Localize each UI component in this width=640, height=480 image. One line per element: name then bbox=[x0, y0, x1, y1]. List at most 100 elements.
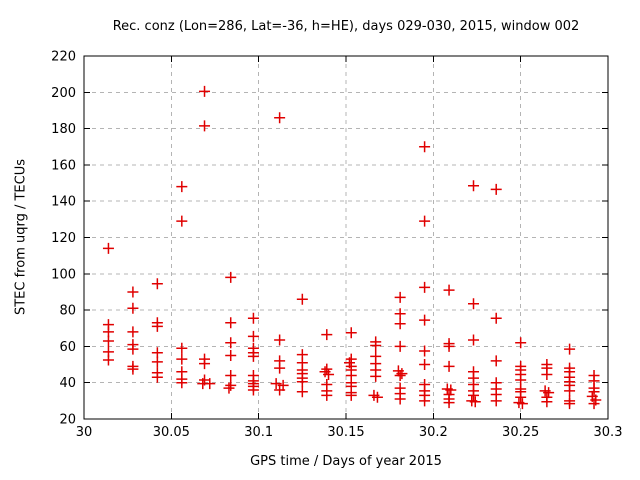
data-point-marker bbox=[296, 293, 308, 305]
y-tick-label: 160 bbox=[51, 158, 76, 173]
data-point-marker bbox=[515, 391, 527, 403]
data-point-marker bbox=[127, 286, 139, 298]
data-point-marker bbox=[394, 318, 406, 330]
data-point-marker bbox=[588, 398, 600, 410]
data-point-marker bbox=[176, 181, 188, 193]
data-point-marker bbox=[468, 180, 480, 192]
x-tick-label: 30.2 bbox=[419, 425, 448, 440]
data-point-marker bbox=[127, 326, 139, 338]
data-point-marker bbox=[151, 356, 163, 368]
data-point-marker bbox=[225, 379, 237, 391]
data-point-marker bbox=[515, 337, 527, 349]
x-tick-label: 30.05 bbox=[153, 425, 190, 440]
data-point-marker bbox=[490, 395, 502, 407]
data-point-marker bbox=[102, 242, 114, 254]
x-tick-label: 30.3 bbox=[594, 425, 623, 440]
data-point-marker bbox=[564, 385, 576, 397]
data-point-marker bbox=[396, 368, 408, 380]
x-tick-label: 30.25 bbox=[502, 425, 539, 440]
y-tick-label: 80 bbox=[59, 304, 76, 319]
y-tick-label: 60 bbox=[59, 340, 76, 355]
data-point-marker bbox=[296, 386, 308, 398]
data-point-marker bbox=[323, 369, 335, 381]
x-axis-label: GPS time / Days of year 2015 bbox=[250, 454, 442, 469]
data-point-marker bbox=[468, 298, 480, 310]
data-point-marker bbox=[321, 389, 333, 401]
data-point-marker bbox=[445, 384, 457, 396]
x-tick-label: 30.15 bbox=[327, 425, 364, 440]
y-tick-label: 20 bbox=[59, 413, 76, 428]
data-point-marker bbox=[225, 369, 237, 381]
data-point-marker bbox=[371, 391, 383, 403]
data-point-marker bbox=[151, 320, 163, 332]
data-point-marker bbox=[176, 353, 188, 365]
data-point-marker bbox=[127, 343, 139, 355]
data-point-marker bbox=[247, 312, 259, 324]
data-point-marker bbox=[370, 370, 382, 382]
data-point-marker bbox=[419, 395, 431, 407]
data-point-marker bbox=[176, 215, 188, 227]
y-tick-label: 140 bbox=[51, 195, 76, 210]
data-point-marker bbox=[247, 384, 259, 396]
data-point-marker bbox=[225, 337, 237, 349]
data-point-marker bbox=[443, 340, 455, 352]
data-point-marker bbox=[321, 363, 333, 375]
data-point-marker bbox=[490, 355, 502, 367]
data-point-marker bbox=[419, 314, 431, 326]
data-point-marker bbox=[274, 362, 286, 374]
y-tick-label: 180 bbox=[51, 122, 76, 137]
data-point-marker bbox=[274, 112, 286, 124]
y-tick-label: 100 bbox=[51, 267, 76, 282]
data-point-marker bbox=[151, 371, 163, 383]
data-point-marker bbox=[225, 271, 237, 283]
data-point-marker bbox=[490, 312, 502, 324]
data-point-marker bbox=[199, 358, 211, 370]
data-point-marker bbox=[394, 369, 406, 381]
data-point-marker bbox=[223, 382, 235, 394]
data-point-marker bbox=[543, 387, 555, 399]
data-point-marker bbox=[296, 376, 308, 388]
data-point-marker bbox=[151, 278, 163, 290]
data-point-marker bbox=[225, 349, 237, 361]
data-point-marker bbox=[127, 302, 139, 314]
data-point-marker bbox=[516, 398, 528, 410]
y-tick-label: 40 bbox=[59, 376, 76, 391]
data-point-marker bbox=[490, 183, 502, 195]
data-point-marker bbox=[204, 378, 216, 390]
data-point-marker bbox=[321, 329, 333, 341]
data-point-marker bbox=[127, 363, 139, 375]
data-point-marker bbox=[370, 339, 382, 351]
plot-border bbox=[83, 55, 609, 420]
data-point-marker bbox=[176, 377, 188, 389]
data-point-marker bbox=[443, 360, 455, 372]
data-point-marker bbox=[394, 393, 406, 405]
data-point-marker bbox=[199, 85, 211, 97]
data-point-marker bbox=[394, 340, 406, 352]
data-point-marker bbox=[102, 335, 114, 347]
y-tick-label: 120 bbox=[51, 231, 76, 246]
data-point-marker bbox=[247, 350, 259, 362]
data-point-marker bbox=[541, 369, 553, 381]
data-point-marker bbox=[419, 359, 431, 371]
data-point-marker bbox=[176, 342, 188, 354]
data-point-marker bbox=[345, 327, 357, 339]
data-point-marker bbox=[443, 397, 455, 409]
data-point-marker bbox=[468, 334, 480, 346]
x-tick-label: 30.1 bbox=[244, 425, 273, 440]
data-point-marker bbox=[419, 345, 431, 357]
data-point-marker bbox=[345, 389, 357, 401]
data-point-marker bbox=[564, 343, 576, 355]
data-point-marker bbox=[394, 308, 406, 320]
data-point-marker bbox=[102, 354, 114, 366]
data-point-marker bbox=[274, 334, 286, 346]
data-point-marker bbox=[394, 291, 406, 303]
data-point-marker bbox=[588, 386, 600, 398]
y-tick-label: 200 bbox=[51, 86, 76, 101]
data-point-marker bbox=[564, 398, 576, 410]
chart-title: Rec. conz (Lon=286, Lat=-36, h=HE), days… bbox=[112, 19, 580, 34]
data-point-marker bbox=[419, 281, 431, 293]
data-point-marker bbox=[225, 317, 237, 329]
data-point-marker bbox=[443, 284, 455, 296]
